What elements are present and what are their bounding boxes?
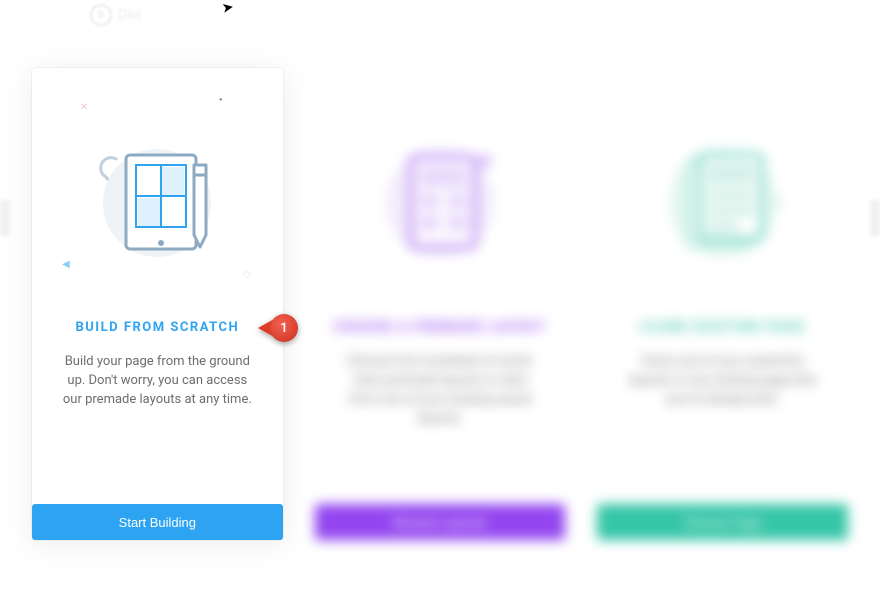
card-2-illustration [315, 68, 566, 298]
card-2-description: Choose from hundreds of world-class prem… [315, 353, 566, 428]
step-pointer-1: 1 [258, 314, 298, 342]
right-edge-shadow [870, 200, 880, 236]
card-1-illustration: ✕ ● ◀ ◇ [32, 68, 283, 298]
card-3-illustration: + [597, 68, 848, 298]
svg-text:+: + [774, 195, 782, 211]
left-edge-shadow [0, 200, 10, 236]
card-premade-layout[interactable]: CHOOSE A PREMADE LAYOUT Choose from hund… [315, 68, 566, 540]
browse-layouts-button[interactable]: Browse Layouts [315, 504, 566, 540]
cursor-icon: ➤ [221, 0, 235, 17]
brand-logo-icon: D [90, 4, 112, 26]
card-1-title: BUILD FROM SCRATCH [75, 320, 239, 335]
brand-name: Divi [118, 7, 141, 23]
premade-illustration-icon [365, 131, 515, 271]
choose-page-button[interactable]: Choose Page [597, 504, 848, 540]
clone-illustration-icon: + [648, 131, 798, 271]
card-3-title: CLONE EXISTING PAGE [640, 320, 805, 335]
pointer-number: 1 [270, 314, 298, 342]
card-1-description: Build your page from the ground up. Don'… [32, 353, 283, 410]
scratch-illustration-icon [82, 131, 232, 271]
card-2-title: CHOOSE A PREMADE LAYOUT [334, 320, 546, 335]
card-clone-page[interactable]: + CLONE EXISTING PAGE Clone one of your … [597, 68, 848, 540]
card-3-description: Clone one of your saved Divi layouts or … [597, 353, 848, 410]
start-building-button[interactable]: Start Building [32, 504, 283, 540]
option-cards-row: ✕ ● ◀ ◇ [32, 68, 848, 540]
header-bar: D Divi [0, 0, 880, 30]
card-build-from-scratch[interactable]: ✕ ● ◀ ◇ [32, 68, 283, 540]
